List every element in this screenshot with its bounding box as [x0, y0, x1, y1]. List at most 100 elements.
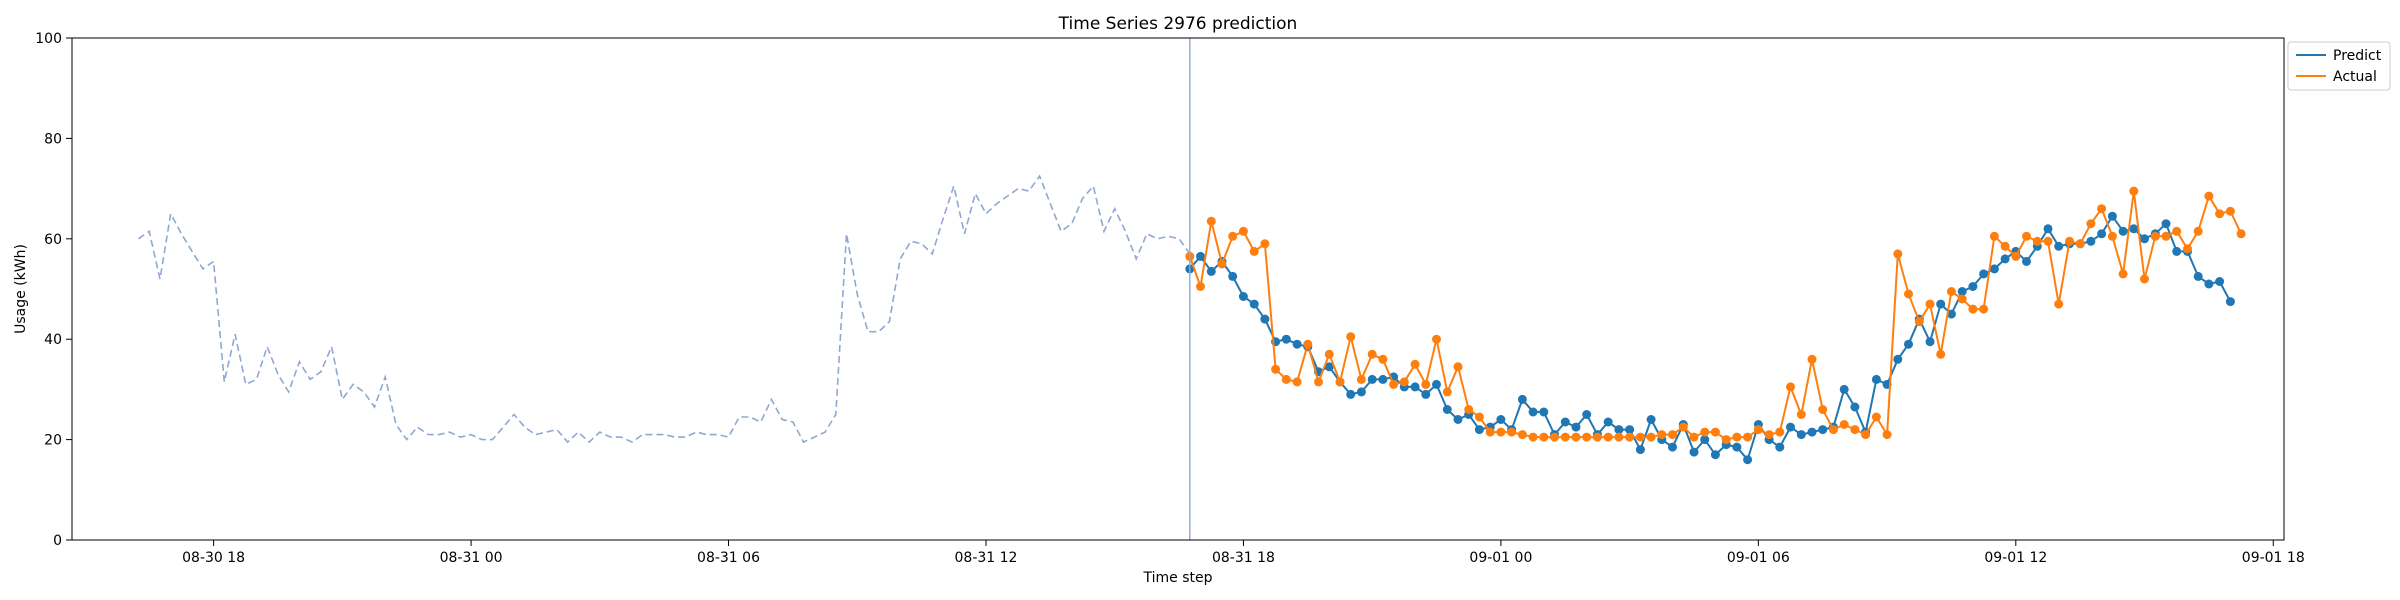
actual-point — [1474, 412, 1484, 422]
actual-point — [2183, 244, 2192, 254]
actual-point — [1453, 362, 1463, 372]
actual-point — [1861, 430, 1871, 440]
predict-point — [2022, 256, 2031, 266]
predict-point — [2129, 224, 2139, 234]
plot-background — [72, 38, 2284, 540]
actual-point — [1582, 432, 1592, 442]
history-line — [138, 174, 1191, 444]
predict-point — [1904, 339, 1913, 349]
predict-point — [1517, 394, 1527, 404]
predict-point — [2086, 236, 2096, 246]
predict-point — [1410, 382, 1420, 392]
actual-point — [1635, 432, 1645, 442]
actual-point — [2118, 269, 2128, 279]
predict-point — [1432, 379, 1441, 389]
predict-point — [2172, 246, 2182, 256]
predict-point — [1893, 354, 1903, 364]
predict-point — [1196, 251, 1205, 261]
predict-point — [1839, 384, 1849, 394]
actual-point — [1850, 425, 1860, 435]
predict-point — [1625, 425, 1635, 435]
predict-point — [1818, 425, 1828, 435]
actual-point — [1367, 349, 1377, 359]
actual-point — [1786, 382, 1795, 392]
predict-point — [2107, 211, 2117, 221]
actual-point — [2161, 231, 2171, 241]
predict-point — [2215, 277, 2225, 286]
actual-point — [1989, 231, 1999, 241]
predict-point — [2118, 226, 2128, 236]
x-tick-label: 08-31 18 — [1212, 550, 1275, 566]
plot-area — [71, 37, 2285, 541]
actual-point — [1753, 425, 1763, 435]
predict-point — [1689, 447, 1699, 457]
actual-point — [1968, 304, 1978, 314]
actual-point — [2065, 236, 2074, 246]
y-tick-label: 0 — [53, 533, 62, 549]
predict-point — [1646, 415, 1656, 424]
actual-point — [2193, 226, 2203, 236]
series-layer — [1185, 186, 2246, 465]
actual-point — [1914, 317, 1924, 327]
predict-point — [1710, 450, 1720, 460]
actual-point — [1871, 412, 1881, 422]
actual-point — [1292, 377, 1302, 387]
actual-point — [1238, 226, 1248, 236]
actual-point — [1764, 430, 1774, 440]
actual-point — [1657, 430, 1667, 440]
chart-title: Time Series 2976 prediction — [1058, 14, 1298, 34]
actual-point — [1743, 432, 1753, 442]
actual-point — [1979, 304, 1989, 314]
predict-point — [1582, 410, 1592, 419]
actual-point — [1228, 231, 1238, 241]
actual-point — [1550, 432, 1559, 442]
actual-point — [1335, 377, 1345, 387]
actual-point — [2054, 299, 2064, 309]
actual-point — [2204, 191, 2214, 201]
actual-point — [1882, 430, 1892, 440]
predict-point — [1474, 425, 1484, 435]
predict-point — [1206, 266, 1216, 276]
actual-point — [1528, 432, 1538, 442]
actual-point — [2150, 231, 2160, 241]
actual-point — [1399, 377, 1409, 387]
y-tick-label: 100 — [35, 31, 62, 47]
actual-point — [1807, 354, 1817, 364]
actual-point — [1603, 432, 1613, 442]
y-tick-label: 60 — [44, 232, 62, 248]
actual-point — [1303, 339, 1313, 349]
actual-point — [1904, 289, 1913, 299]
predict-point — [1925, 337, 1935, 347]
predict-point — [1732, 442, 1742, 452]
actual-point — [1925, 299, 1935, 309]
actual-point — [2097, 204, 2107, 214]
predict-point — [1796, 430, 1806, 440]
predict-point — [1496, 415, 1506, 424]
predict-point — [2097, 229, 2107, 239]
y-tick-label: 40 — [44, 332, 62, 348]
predict-point — [1421, 389, 1431, 399]
actual-point — [1442, 387, 1452, 397]
predict-point — [1603, 417, 1613, 427]
x-tick-label: 09-01 00 — [1469, 550, 1532, 566]
actual-point — [2000, 241, 2010, 251]
actual-point — [1421, 379, 1431, 389]
predict-point — [1850, 402, 1860, 412]
actual-point — [1796, 410, 1806, 419]
x-tick-label: 08-31 06 — [697, 550, 760, 566]
actual-point — [1732, 432, 1742, 442]
predict-point — [1946, 309, 1956, 319]
predict-point — [1571, 422, 1581, 432]
actual-point — [2225, 206, 2235, 216]
actual-point — [1324, 349, 1334, 359]
actual-point — [1560, 432, 1570, 442]
predict-point — [1346, 389, 1356, 399]
actual-point — [2022, 231, 2031, 241]
actual-point — [1314, 377, 1323, 387]
actual-point — [1893, 249, 1903, 259]
actual-point — [1828, 425, 1838, 435]
predict-point — [1775, 442, 1785, 452]
actual-point — [1496, 427, 1506, 437]
predict-point — [1238, 292, 1248, 301]
